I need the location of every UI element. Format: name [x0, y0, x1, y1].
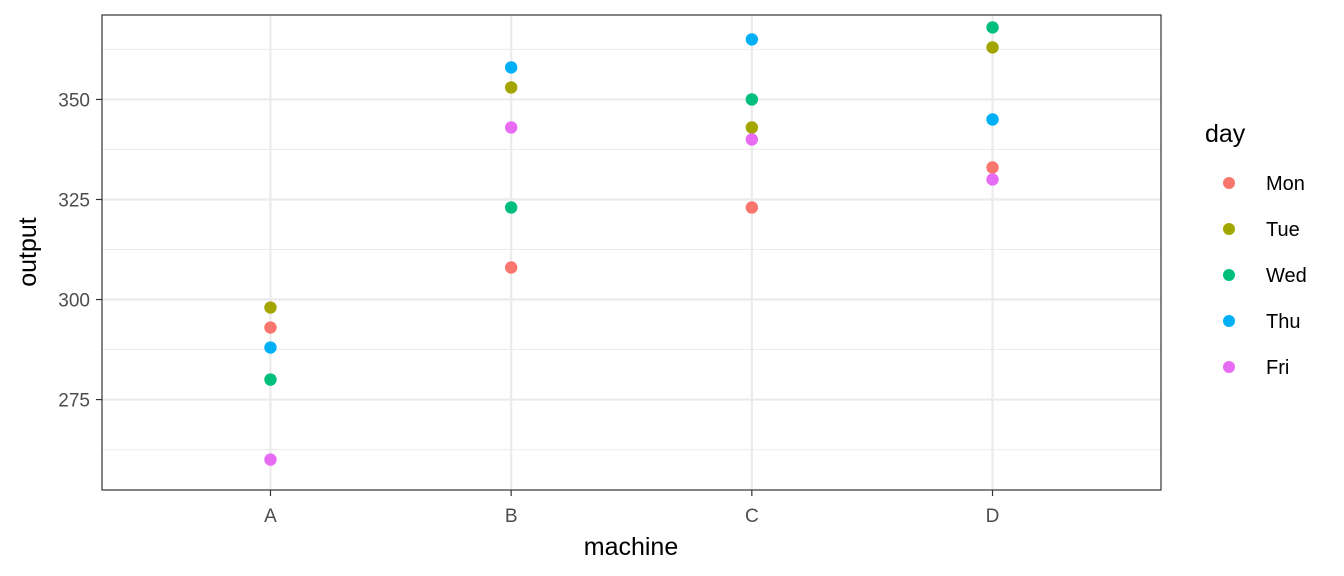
- legend: day Mon Tue Wed Thu Fri: [1205, 120, 1307, 379]
- point-tue-b: [504, 81, 518, 94]
- legend-key-mon: [1223, 177, 1235, 189]
- x-tick-label: A: [264, 506, 277, 527]
- point-mon-c: [745, 201, 759, 214]
- point-thu-a: [264, 341, 277, 354]
- point-tue-c: [745, 121, 759, 134]
- legend-label-tue: Tue: [1266, 219, 1300, 241]
- legend-label-wed: Wed: [1266, 265, 1307, 287]
- x-axis-title: machine: [584, 533, 679, 561]
- point-mon-d: [986, 161, 999, 174]
- y-tick-label: 350: [58, 90, 90, 111]
- point-fri-a: [264, 453, 277, 466]
- legend-key-fri: [1223, 361, 1235, 373]
- x-tick-label: C: [745, 506, 759, 527]
- point-wed-b: [504, 201, 518, 214]
- legend-label-fri: Fri: [1266, 357, 1289, 379]
- panel-border: [101, 14, 1162, 491]
- point-tue-d: [986, 41, 999, 54]
- point-thu-c: [745, 33, 759, 46]
- legend-key-thu: [1223, 315, 1235, 327]
- point-wed-a: [264, 373, 277, 386]
- legend-key-tue: [1223, 223, 1235, 235]
- y-axis-ticks: 275 300 325 350: [58, 90, 102, 412]
- data-points: [264, 21, 999, 466]
- panel-background: [102, 15, 1161, 490]
- legend-key-wed: [1223, 269, 1235, 281]
- legend-label-mon: Mon: [1266, 173, 1305, 195]
- y-tick-label: 300: [58, 291, 90, 312]
- legend-label-thu: Thu: [1266, 311, 1300, 333]
- y-tick-label: 275: [58, 391, 90, 412]
- point-fri-d: [986, 173, 999, 186]
- point-wed-c: [745, 93, 759, 106]
- y-axis-title: output: [14, 217, 42, 287]
- point-fri-b: [504, 121, 518, 134]
- legend-title: day: [1205, 120, 1246, 148]
- y-tick-label: 325: [58, 190, 90, 211]
- point-mon-b: [504, 261, 518, 274]
- point-fri-c: [745, 133, 759, 146]
- point-thu-b: [504, 61, 518, 74]
- x-tick-label: D: [986, 506, 1000, 527]
- point-tue-a: [264, 301, 277, 314]
- point-wed-d: [986, 21, 999, 34]
- point-thu-d: [986, 113, 999, 126]
- minor-gridlines: [102, 48, 1161, 451]
- x-tick-label: B: [505, 506, 518, 527]
- point-mon-a: [264, 321, 277, 334]
- x-axis-ticks: A B C D: [264, 490, 999, 527]
